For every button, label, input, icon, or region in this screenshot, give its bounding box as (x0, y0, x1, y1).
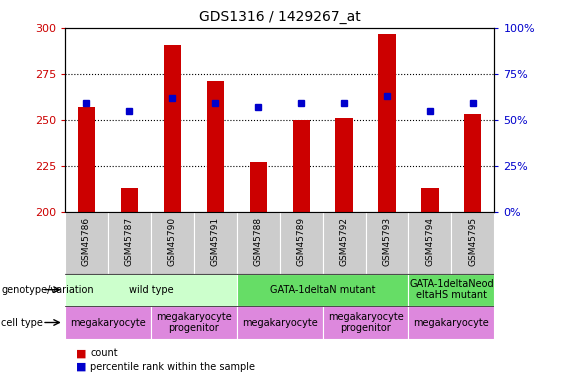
Bar (108, 212, 151, 274)
Bar (464, 114, 481, 212)
Bar (293, 120, 310, 212)
Bar (121, 188, 138, 212)
Text: GSM45794: GSM45794 (425, 217, 434, 266)
Text: genotype/variation: genotype/variation (1, 285, 94, 295)
Text: GSM45792: GSM45792 (340, 217, 349, 266)
Bar (237, 274, 408, 306)
Text: GSM45790: GSM45790 (168, 217, 177, 266)
Title: GDS1316 / 1429267_at: GDS1316 / 1429267_at (199, 10, 360, 24)
Text: GSM45795: GSM45795 (468, 217, 477, 266)
Bar (151, 306, 237, 339)
Bar (164, 45, 181, 212)
Text: ■: ■ (76, 362, 87, 372)
Text: GATA-1deltaN mutant: GATA-1deltaN mutant (270, 285, 375, 295)
Bar (280, 212, 323, 274)
Bar (151, 212, 194, 274)
Bar (78, 107, 95, 212)
Bar (250, 162, 267, 212)
Text: megakaryocyte: megakaryocyte (414, 318, 489, 327)
Text: GSM45791: GSM45791 (211, 217, 220, 266)
Bar (408, 212, 451, 274)
Text: wild type: wild type (129, 285, 173, 295)
Text: percentile rank within the sample: percentile rank within the sample (90, 362, 255, 372)
Bar (194, 212, 237, 274)
Bar (451, 212, 494, 274)
Bar (65, 212, 108, 274)
Text: megakaryocyte
progenitor: megakaryocyte progenitor (156, 312, 232, 333)
Text: GSM45787: GSM45787 (125, 217, 134, 266)
Text: GSM45793: GSM45793 (383, 217, 392, 266)
Bar (379, 34, 395, 212)
Text: GSM45789: GSM45789 (297, 217, 306, 266)
Bar (336, 118, 353, 212)
Text: megakaryocyte: megakaryocyte (70, 318, 146, 327)
Text: cell type: cell type (1, 318, 43, 327)
Bar (408, 306, 494, 339)
Bar (323, 306, 408, 339)
Text: GSM45786: GSM45786 (82, 217, 91, 266)
Bar (323, 212, 366, 274)
Bar (237, 306, 323, 339)
Bar (408, 274, 494, 306)
Bar (366, 212, 408, 274)
Text: megakaryocyte
progenitor: megakaryocyte progenitor (328, 312, 403, 333)
Text: megakaryocyte: megakaryocyte (242, 318, 318, 327)
Bar (65, 306, 151, 339)
Text: ■: ■ (76, 348, 87, 358)
Text: GSM45788: GSM45788 (254, 217, 263, 266)
Bar (237, 212, 280, 274)
Text: GATA-1deltaNeod
eltaHS mutant: GATA-1deltaNeod eltaHS mutant (409, 279, 494, 300)
Bar (65, 274, 237, 306)
Bar (421, 188, 438, 212)
Text: count: count (90, 348, 118, 358)
Bar (207, 81, 224, 212)
